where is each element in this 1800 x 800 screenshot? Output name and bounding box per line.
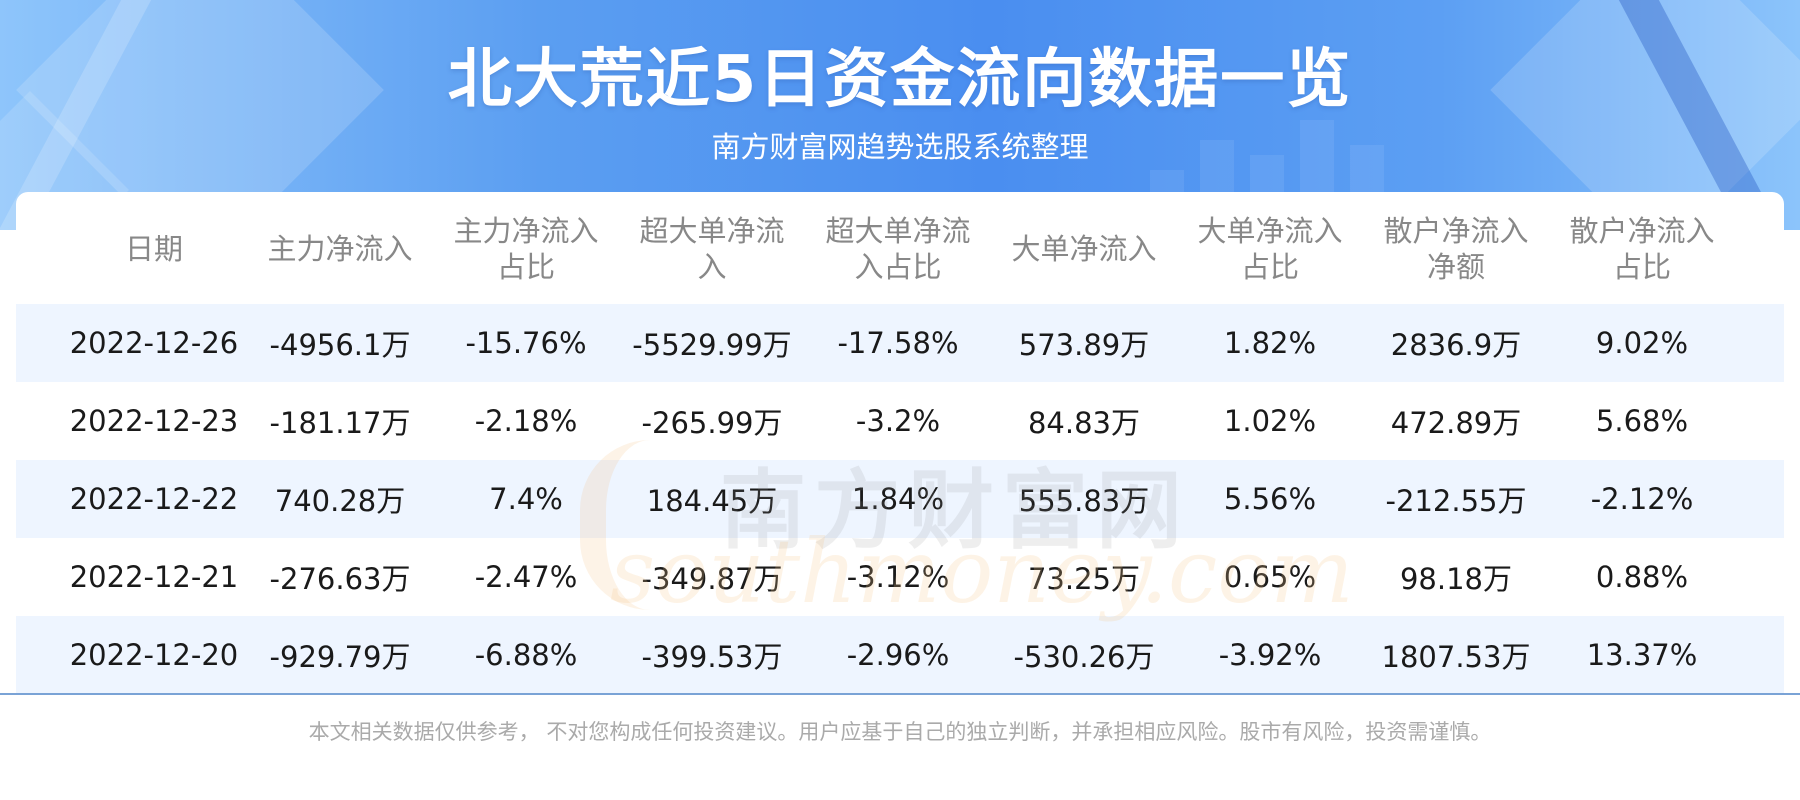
value-cell: -349.87万: [641, 562, 783, 596]
value-cell: 740.28万: [274, 484, 406, 518]
value-cell: 5.68%: [1595, 404, 1689, 438]
value-cell: 2836.9万: [1390, 328, 1522, 362]
column-header-line: 入占比: [854, 250, 942, 284]
column-header-line: 超大单净流: [825, 214, 971, 248]
value-cell: 84.83万: [1027, 406, 1141, 440]
value-cell: -6.88%: [474, 638, 578, 672]
value-cell: -2.47%: [474, 560, 578, 594]
table-header-row: 日期 主力净流入 主力净流入 占比 超大单净流入超大单净流 入占比 大单净流入 大单净流入 占比…: [16, 210, 1784, 288]
header-banner: 北大荒近5日资金流向数据一览 南方财富网趋势选股系统整理: [0, 0, 1800, 230]
column-header-line: 散户净流入: [1569, 214, 1715, 248]
value-cell: 555.83万: [1018, 484, 1150, 518]
value-cell: 184.45万: [646, 484, 778, 518]
value-cell: 9.02%: [1595, 326, 1689, 360]
date-cell: 2022-12-26: [69, 326, 239, 360]
column-header: 散户净流入 净额: [1363, 213, 1549, 285]
value-cell: 73.25万: [1027, 562, 1141, 596]
value-cell: 13.37%: [1586, 638, 1698, 672]
table-row: 2022-12-21 -276.63万 -2.47% -349.87万 -3.12% 73…: [16, 538, 1784, 616]
value-cell: 1.82%: [1223, 326, 1317, 360]
value-cell: -181.17万: [269, 406, 411, 440]
value-cell: -212.55万: [1385, 484, 1527, 518]
disclaimer: 本文相关数据仅供参考， 不对您构成任何投资建议。用户应基于自己的独立判断，并承担…: [308, 720, 1492, 744]
value-cell: -4956.1万: [269, 328, 411, 362]
divider: [0, 693, 1800, 695]
table-row: 2022-12-26 -4956.1万 -15.76% -5529.99万 -17.58…: [16, 304, 1784, 382]
value-cell: 472.89万: [1390, 406, 1522, 440]
column-header: 主力净流入 占比: [433, 213, 619, 285]
column-header: 大单净流入: [991, 231, 1177, 267]
column-header-line: 主力净流入: [267, 232, 413, 266]
value-cell: -2.12%: [1590, 482, 1694, 516]
value-cell: -17.58%: [837, 326, 959, 360]
value-cell: 0.88%: [1595, 560, 1689, 594]
table-card: [16, 192, 1784, 692]
value-cell: -3.2%: [855, 404, 941, 438]
column-header-line: 日期: [124, 232, 183, 266]
column-header-line: 大单净流入: [1197, 214, 1343, 248]
value-cell: 1.84%: [851, 482, 945, 516]
column-header-line: 占比: [1612, 250, 1671, 284]
column-header-line: 入: [697, 250, 727, 284]
value-cell: -276.63万: [269, 562, 411, 596]
column-header: 超大单净流入: [619, 213, 805, 285]
column-header-line: 净额: [1426, 250, 1485, 284]
date-cell: 2022-12-23: [69, 404, 239, 438]
value-cell: -265.99万: [641, 406, 783, 440]
value-cell: -530.26万: [1013, 640, 1155, 674]
value-cell: 0.65%: [1223, 560, 1317, 594]
value-cell: -3.12%: [846, 560, 950, 594]
date-cell: 2022-12-20: [69, 638, 239, 672]
value-cell: 98.18万: [1399, 562, 1513, 596]
value-cell: 573.89万: [1018, 328, 1150, 362]
column-header-line: 超大单净流: [639, 214, 785, 248]
column-header: 日期: [61, 231, 247, 267]
column-header-line: 主力净流入: [453, 214, 599, 248]
value-cell: -5529.99万: [632, 328, 792, 362]
value-cell: 1807.53万: [1381, 640, 1531, 674]
value-cell: 5.56%: [1223, 482, 1317, 516]
page-subtitle: 南方财富网趋势选股系统整理: [711, 130, 1089, 164]
date-cell: 2022-12-21: [69, 560, 239, 594]
column-header-line: 大单净流入: [1011, 232, 1157, 266]
value-cell: -929.79万: [269, 640, 411, 674]
column-header: 散户净流入 占比: [1549, 213, 1735, 285]
page-title: 北大荒近5日资金流向数据一览: [447, 43, 1353, 117]
table-row: 2022-12-22 740.28万 7.4% 184.45万 1.84% 555.83万…: [16, 460, 1784, 538]
value-cell: -399.53万: [641, 640, 783, 674]
column-header: 超大单净流 入占比: [805, 213, 991, 285]
column-header: 主力净流入: [247, 231, 433, 267]
column-header: 大单净流入 占比: [1177, 213, 1363, 285]
value-cell: -3.92%: [1218, 638, 1322, 672]
column-header-line: 散户净流入: [1383, 214, 1529, 248]
value-cell: -15.76%: [465, 326, 587, 360]
value-cell: 7.4%: [489, 482, 563, 516]
value-cell: 1.02%: [1223, 404, 1317, 438]
table-row: 2022-12-20 -929.79万 -6.88% -399.53万 -2.96% -5…: [16, 616, 1784, 694]
value-cell: -2.18%: [474, 404, 578, 438]
value-cell: -2.96%: [846, 638, 950, 672]
column-header-line: 占比: [1240, 250, 1299, 284]
table-row: 2022-12-23 -181.17万 -2.18% -265.99万 -3.2% 84.…: [16, 382, 1784, 460]
date-cell: 2022-12-22: [69, 482, 239, 516]
column-header-line: 占比: [496, 250, 555, 284]
